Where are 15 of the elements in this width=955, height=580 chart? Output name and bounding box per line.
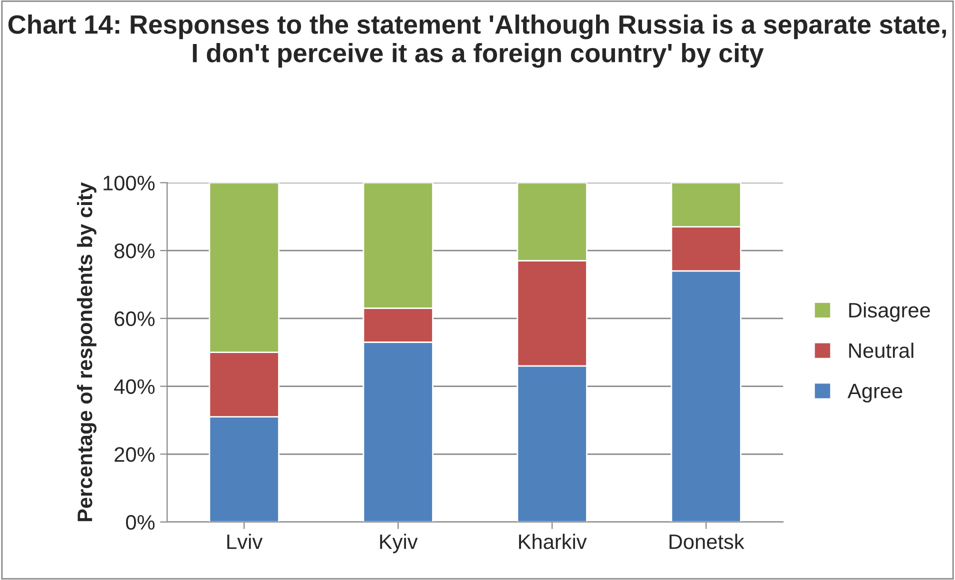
x-tick-label: Kharkiv	[519, 534, 587, 550]
y-tick-label: 80%	[114, 244, 155, 258]
legend-label: Agree	[848, 384, 902, 402]
y-tick-label: 60%	[114, 311, 155, 326]
legend-label: Disagree	[849, 302, 930, 322]
y-tick-label: 100%	[104, 176, 155, 190]
x-tick-label: Kyiv	[380, 534, 418, 554]
legend-label: Neutral	[849, 342, 914, 358]
y-axis-title: Percentage of respondents by city	[76, 182, 96, 522]
y-tick-label: 0%	[126, 515, 155, 530]
chart-title: Chart 14: Responses to the statement 'Although Russia is a separate state, I don't perceive it as a foreign country' by city	[8, 14, 946, 68]
x-tick-label: Lviv	[227, 534, 263, 549]
y-tick-label: 20%	[114, 447, 155, 462]
y-tick-label: 40%	[114, 379, 155, 394]
x-tick-label: Donetsk	[670, 534, 744, 550]
